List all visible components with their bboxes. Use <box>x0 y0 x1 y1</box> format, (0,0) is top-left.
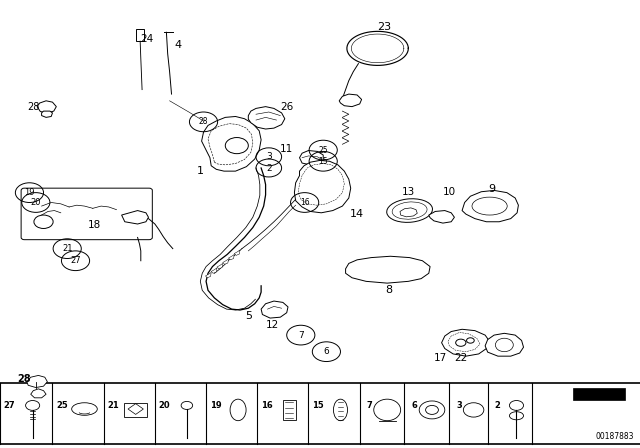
Text: 3: 3 <box>456 401 461 410</box>
Polygon shape <box>339 94 362 107</box>
Text: 2: 2 <box>494 401 500 410</box>
Text: 22: 22 <box>454 353 467 363</box>
Text: 20: 20 <box>159 401 170 410</box>
Polygon shape <box>300 151 323 165</box>
Text: 23: 23 <box>377 22 391 32</box>
Text: 8: 8 <box>385 285 393 295</box>
Text: 7: 7 <box>298 331 303 340</box>
Text: 14: 14 <box>350 209 364 219</box>
Polygon shape <box>234 250 240 255</box>
Polygon shape <box>442 329 490 356</box>
Text: 9: 9 <box>488 184 495 194</box>
Text: 16: 16 <box>261 401 273 410</box>
Text: 28: 28 <box>27 102 40 112</box>
Text: 1: 1 <box>197 166 204 176</box>
Text: 28: 28 <box>199 117 208 126</box>
Text: 10: 10 <box>443 187 456 197</box>
Polygon shape <box>211 268 217 273</box>
Text: 13: 13 <box>402 187 415 197</box>
Text: 00187883: 00187883 <box>595 432 634 441</box>
Text: 11: 11 <box>280 144 293 154</box>
Polygon shape <box>217 263 223 269</box>
Text: 17: 17 <box>434 353 447 363</box>
Polygon shape <box>27 375 47 388</box>
Polygon shape <box>202 116 261 171</box>
Text: 7: 7 <box>367 401 372 410</box>
Bar <box>136 29 144 41</box>
Polygon shape <box>294 160 351 213</box>
FancyBboxPatch shape <box>21 188 152 240</box>
Polygon shape <box>37 101 56 113</box>
Polygon shape <box>42 111 52 117</box>
Text: 16: 16 <box>300 198 310 207</box>
Polygon shape <box>261 301 288 318</box>
Text: 21: 21 <box>62 244 72 253</box>
Text: 19: 19 <box>210 401 221 410</box>
Polygon shape <box>462 190 518 222</box>
Polygon shape <box>205 272 211 278</box>
Text: 21: 21 <box>108 401 119 410</box>
Text: 3: 3 <box>266 152 271 161</box>
Text: 25: 25 <box>56 401 68 410</box>
Bar <box>283 400 296 420</box>
Polygon shape <box>400 208 417 217</box>
Text: 26: 26 <box>280 102 293 112</box>
Polygon shape <box>31 389 46 398</box>
Text: 19: 19 <box>24 188 35 197</box>
Polygon shape <box>573 388 625 400</box>
Ellipse shape <box>387 199 433 222</box>
Text: 18: 18 <box>88 220 101 230</box>
Polygon shape <box>346 256 430 283</box>
Text: 15: 15 <box>312 401 324 410</box>
Text: 28: 28 <box>17 374 31 383</box>
Text: 6: 6 <box>324 347 329 356</box>
Text: 12: 12 <box>266 320 278 330</box>
Polygon shape <box>429 211 454 223</box>
Polygon shape <box>223 259 228 264</box>
Text: 27: 27 <box>4 401 15 410</box>
Polygon shape <box>485 333 524 356</box>
Text: 15: 15 <box>318 157 328 166</box>
Text: 27: 27 <box>70 256 81 265</box>
Text: 4: 4 <box>174 40 182 50</box>
Text: 20: 20 <box>31 198 41 207</box>
Bar <box>124 403 147 417</box>
Text: 6: 6 <box>411 401 417 410</box>
Polygon shape <box>228 254 234 260</box>
Polygon shape <box>248 107 285 129</box>
Text: 2: 2 <box>266 164 271 172</box>
Polygon shape <box>122 211 148 224</box>
Text: 25: 25 <box>318 146 328 155</box>
Text: 24: 24 <box>141 34 154 44</box>
Text: 5: 5 <box>245 311 252 321</box>
